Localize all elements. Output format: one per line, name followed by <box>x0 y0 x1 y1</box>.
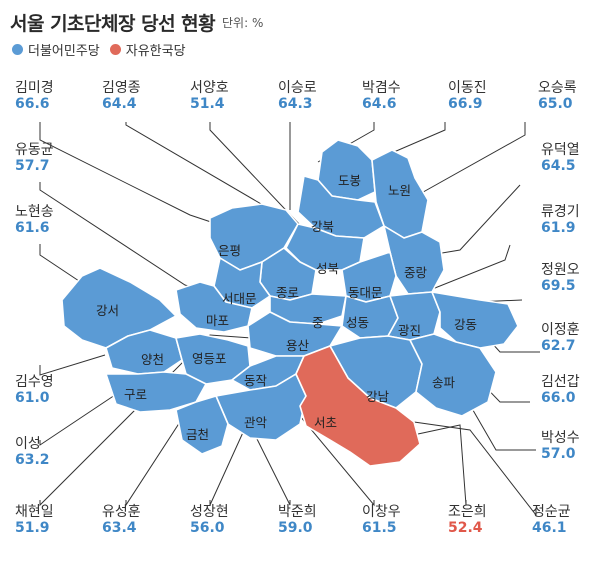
leader-lines <box>39 122 540 517</box>
candidate-label: 유덕열 64.5 <box>541 142 580 175</box>
district-label-jongno: 종로 <box>276 285 300 300</box>
candidate-label: 박겸수 64.6 <box>362 80 401 113</box>
district-label-seongdong: 성동 <box>346 315 370 330</box>
district-label-eunpyeong: 은평 <box>218 243 242 258</box>
district-label-mapo: 마포 <box>206 313 230 328</box>
candidate-label: 김영종 64.4 <box>102 80 141 113</box>
candidate-label: 박성수 57.0 <box>541 430 580 463</box>
district-label-gangseo: 강서 <box>96 303 120 318</box>
district-mapo <box>175 281 253 333</box>
district-label-dongjak: 동작 <box>244 373 268 388</box>
legend-label-liberty-korea: 자유한국당 <box>125 44 186 59</box>
democratic-swatch <box>12 44 23 55</box>
candidate-label: 류경기 61.9 <box>541 204 580 237</box>
district-label-seongbuk: 성북 <box>316 261 340 276</box>
candidate-label: 이성 63.2 <box>15 436 50 469</box>
district-label-jungnang: 중랑 <box>404 265 428 280</box>
unit-label: 단위: % <box>222 16 264 30</box>
district-gangseo <box>61 267 177 349</box>
district-label-gangnam: 강남 <box>366 389 390 404</box>
district-guro <box>105 371 207 413</box>
candidate-label: 채현일 51.9 <box>15 504 54 537</box>
district-label-songpa: 송파 <box>432 375 456 390</box>
district-gangdong <box>431 291 519 349</box>
candidate-label: 조은희 52.4 <box>448 504 487 537</box>
legend-item-liberty-korea: 자유한국당 <box>109 40 186 59</box>
candidate-label: 김선갑 66.0 <box>541 374 580 407</box>
district-label-dongdaemun: 동대문 <box>348 285 383 300</box>
district-label-yangcheon: 양천 <box>141 352 165 367</box>
district-label-gangdong: 강동 <box>454 317 478 332</box>
district-label-gangbuk: 강북 <box>311 219 335 234</box>
candidate-label: 유성훈 63.4 <box>102 504 141 537</box>
district-seocho <box>295 345 421 467</box>
liberty-korea-swatch <box>109 44 121 55</box>
candidate-label: 이창우 61.5 <box>362 504 401 537</box>
district-label-yongsan: 용산 <box>286 338 310 353</box>
candidate-label: 이동진 66.9 <box>448 80 487 113</box>
district-label-seodaemun: 서대문 <box>222 291 257 306</box>
candidate-label: 유동균 57.7 <box>15 142 54 175</box>
district-label-nowon: 노원 <box>388 183 412 198</box>
district-label-dobong: 도봉 <box>338 173 362 188</box>
district-label-seocho: 서초 <box>314 415 338 430</box>
district-label-yeongdeungpo: 영등포 <box>192 351 227 366</box>
candidate-label: 김미경 66.6 <box>15 80 54 113</box>
candidate-label: 김수영 61.0 <box>15 374 54 407</box>
candidate-label: 정원오 69.5 <box>541 262 580 295</box>
district-label-gwanak: 관악 <box>244 415 268 430</box>
district-songpa <box>409 333 497 417</box>
candidate-label: 오승록 65.0 <box>538 80 577 113</box>
district-label-jung: 중 <box>312 315 324 330</box>
candidate-label: 이정훈 62.7 <box>541 322 580 355</box>
legend-label-democratic: 더불어민주당 <box>28 44 100 59</box>
legend-item-democratic: 더불어민주당 <box>12 40 100 59</box>
candidate-label: 이승로 64.3 <box>278 80 317 113</box>
district-label-geumcheon: 금천 <box>186 427 210 442</box>
district-label-gwangjin: 광진 <box>398 323 422 338</box>
candidate-label: 서양호 51.4 <box>190 80 229 113</box>
candidate-label: 성장현 56.0 <box>190 504 229 537</box>
district-yongsan <box>247 311 343 357</box>
district-label-guro: 구로 <box>124 387 148 402</box>
candidate-label: 노현송 61.6 <box>15 204 54 237</box>
legend: 더불어민주당 자유한국당 <box>12 40 196 59</box>
districts-blue <box>61 139 519 455</box>
candidate-label: 정순균 46.1 <box>532 504 571 537</box>
page-title: 서울 기초단체장 당선 현황 <box>10 13 216 35</box>
candidate-label: 박준희 59.0 <box>278 504 317 537</box>
district-geumcheon <box>175 395 229 455</box>
